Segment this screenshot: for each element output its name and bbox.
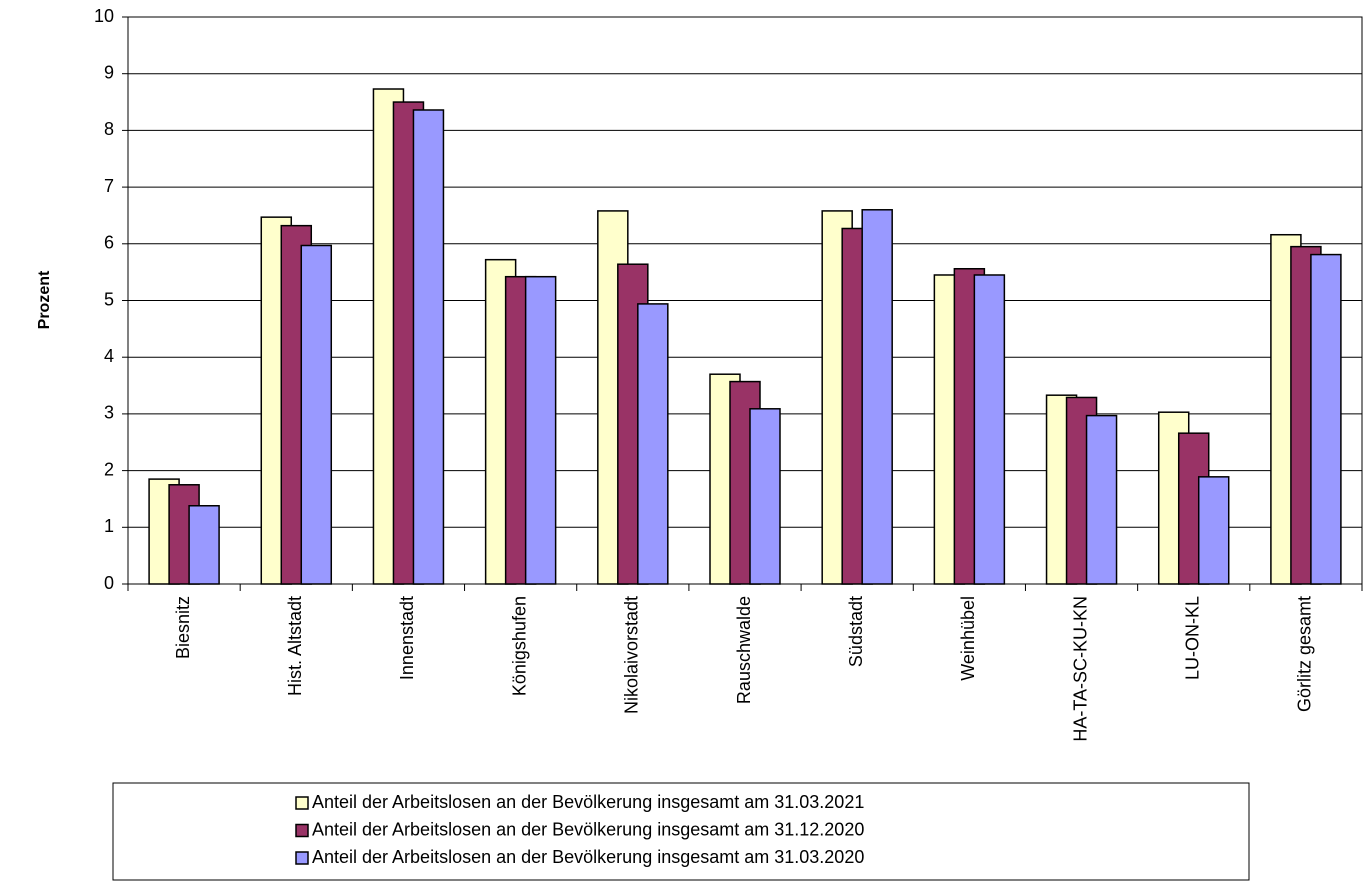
- bar: [973, 274, 1006, 585]
- x-tick-label: Innenstadt: [397, 596, 417, 680]
- legend-label: Anteil der Arbeitslosen an der Bevölkeru…: [312, 792, 864, 812]
- y-tick-label: 5: [104, 289, 114, 309]
- y-tick-label: 8: [104, 119, 114, 139]
- y-tick-label: 6: [104, 233, 114, 253]
- x-tick-label: Rauschwalde: [734, 596, 754, 704]
- bar: [188, 505, 220, 585]
- bar: [524, 275, 557, 585]
- x-tick-label: Weinhübel: [958, 596, 978, 681]
- legend-swatch: [295, 851, 309, 865]
- y-tick-label: 0: [104, 573, 114, 593]
- x-tick-label: Südstadt: [846, 596, 866, 667]
- legend-label: Anteil der Arbeitslosen an der Bevölkeru…: [312, 847, 864, 867]
- bar: [1085, 414, 1118, 585]
- legend-label: Anteil der Arbeitslosen an der Bevölkeru…: [312, 819, 864, 839]
- x-tick-label: Görlitz gesamt: [1295, 596, 1315, 712]
- bar: [1310, 253, 1342, 585]
- y-tick-label: 2: [104, 459, 114, 479]
- bar: [749, 408, 781, 585]
- bar: [1197, 476, 1230, 585]
- y-axis-label: Prozent: [36, 270, 53, 329]
- bar: [412, 109, 445, 585]
- x-tick-label: Königshufen: [509, 596, 529, 696]
- bar: [637, 303, 669, 585]
- x-tick-label: LU-ON-KL: [1182, 596, 1202, 680]
- x-tick-label: Hist. Altstadt: [285, 596, 305, 696]
- legend-swatch: [295, 823, 309, 838]
- y-tick-label: 7: [104, 176, 114, 196]
- legend-swatch: [295, 796, 309, 810]
- x-tick-label: Nikolaivorstadt: [622, 596, 642, 714]
- y-tick-label: 1: [104, 516, 114, 536]
- y-tick-label: 3: [104, 403, 114, 423]
- y-tick-label: 10: [94, 6, 114, 26]
- x-tick-label: HA-TA-SC-KU-KN: [1070, 596, 1090, 742]
- bar: [300, 244, 333, 585]
- y-tick-label: 9: [104, 62, 114, 82]
- bar: [861, 209, 893, 585]
- y-tick-label: 4: [104, 346, 114, 366]
- x-tick-label: Biesnitz: [173, 596, 193, 659]
